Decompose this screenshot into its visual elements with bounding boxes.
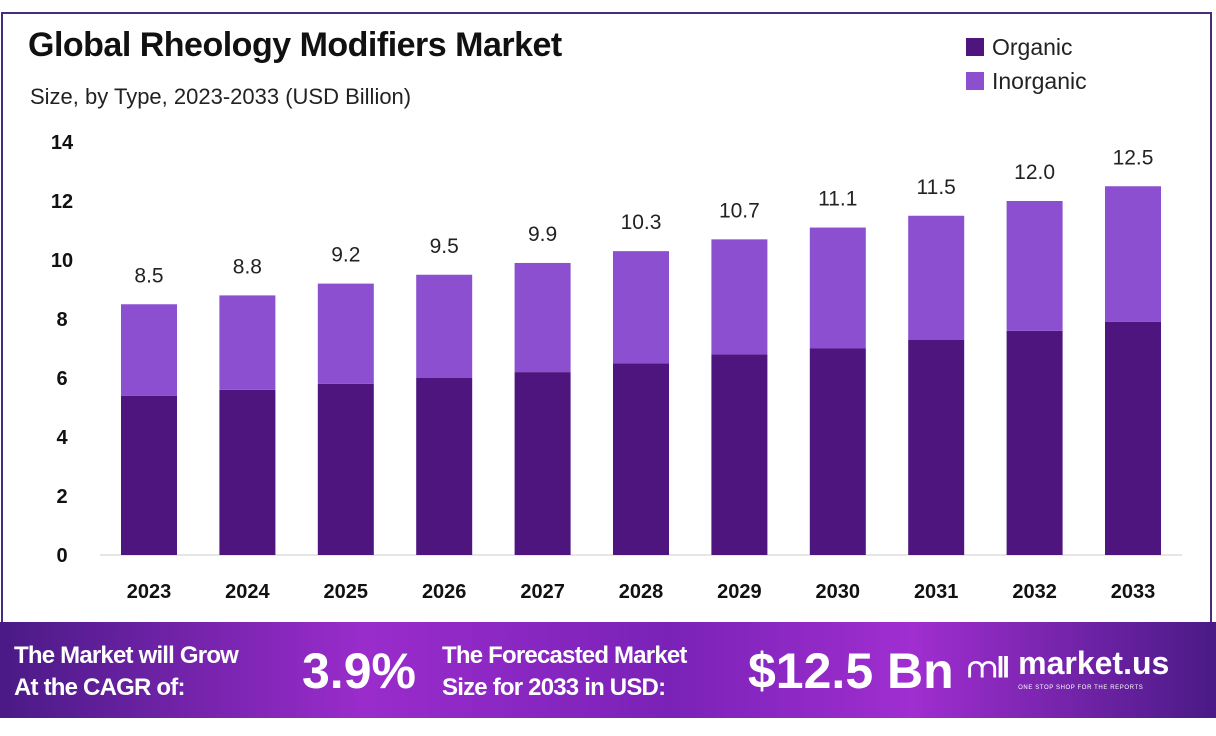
y-tick-label: 4 bbox=[56, 427, 68, 449]
data-label-2031: 11.5 bbox=[917, 176, 956, 199]
x-tick-label-2033: 2033 bbox=[1111, 581, 1156, 603]
bar-organic-2024 bbox=[219, 389, 276, 555]
bar-inorganic-2032 bbox=[1006, 201, 1063, 331]
chart-title: Global Rheology Modifiers Market bbox=[28, 26, 562, 64]
y-tick-label: 2 bbox=[56, 486, 67, 508]
forecast-label-line1: The Forecasted Market bbox=[442, 642, 687, 669]
logo-icon: ⩋Ⅱ bbox=[968, 652, 1011, 683]
x-tick-label-2025: 2025 bbox=[324, 581, 369, 603]
x-tick-label-2027: 2027 bbox=[520, 581, 565, 603]
bar-inorganic-2031 bbox=[908, 215, 965, 340]
data-label-2029: 10.7 bbox=[719, 199, 760, 222]
x-tick-label-2024: 2024 bbox=[225, 581, 270, 603]
data-label-2032: 12.0 bbox=[1014, 161, 1055, 184]
bar-organic-2033 bbox=[1105, 321, 1161, 555]
data-label-2025: 9.2 bbox=[331, 244, 360, 267]
bar-organic-2025 bbox=[317, 383, 374, 555]
x-tick-label-2032: 2032 bbox=[1012, 581, 1057, 603]
forecast-value: $12.5 Bn bbox=[748, 643, 954, 699]
bar-organic-2023 bbox=[121, 395, 177, 555]
market-us-logo: ⩋Ⅱ market.us ONE STOP SHOP FOR THE REPORT… bbox=[968, 644, 1169, 692]
footer-banner: The Market will Grow At the CAGR of: 3.9%… bbox=[0, 622, 1216, 718]
x-tick-label-2031: 2031 bbox=[914, 581, 959, 603]
logo-text: market.us bbox=[1018, 645, 1170, 681]
x-tick-label-2029: 2029 bbox=[717, 581, 762, 603]
bar-inorganic-2024 bbox=[219, 295, 276, 390]
y-tick-label: 14 bbox=[51, 132, 74, 154]
bar-inorganic-2026 bbox=[416, 274, 473, 378]
bar-organic-2027 bbox=[514, 372, 571, 555]
bar-chart: 0 2 4 6 8 10 12 14 8.5 2023 8.8 2024 9.2 2025 9.5 2026 9… bbox=[51, 132, 1182, 603]
logo-tagline: ONE STOP SHOP FOR THE REPORTS bbox=[1018, 685, 1144, 691]
forecast-label: The Forecasted Market Size for 2033 in US… bbox=[442, 640, 687, 704]
legend-label-organic: Organic bbox=[992, 33, 1073, 60]
y-tick-label: 8 bbox=[56, 309, 67, 331]
data-label-2023: 8.5 bbox=[134, 264, 163, 287]
bar-inorganic-2028 bbox=[613, 251, 669, 364]
bar-organic-2030 bbox=[809, 348, 866, 555]
data-label-2027: 9.9 bbox=[528, 223, 557, 246]
data-label-2024: 8.8 bbox=[233, 255, 262, 278]
bar-organic-2028 bbox=[613, 363, 669, 555]
bar-inorganic-2027 bbox=[514, 262, 571, 373]
legend: Organic Inorganic bbox=[966, 30, 1087, 98]
cagr-label-line1: The Market will Grow bbox=[14, 642, 239, 669]
cagr-value: 3.9% bbox=[302, 643, 416, 699]
bar-organic-2031 bbox=[908, 339, 965, 555]
data-label-2028: 10.3 bbox=[621, 211, 662, 234]
y-tick-label: 0 bbox=[56, 545, 67, 567]
legend-swatch-inorganic bbox=[966, 72, 984, 90]
chart-frame bbox=[1, 12, 1212, 718]
data-label-2033: 12.5 bbox=[1113, 146, 1154, 169]
x-tick-label-2028: 2028 bbox=[619, 581, 664, 603]
y-tick-label: 10 bbox=[51, 250, 73, 272]
cagr-label-line2: At the CAGR of: bbox=[14, 674, 185, 701]
bar-organic-2026 bbox=[416, 378, 473, 555]
bar-inorganic-2030 bbox=[809, 227, 866, 349]
legend-swatch-organic bbox=[966, 38, 984, 56]
data-label-2026: 9.5 bbox=[430, 235, 459, 258]
forecast-label-line2: Size for 2033 in USD: bbox=[442, 674, 666, 701]
x-tick-label-2030: 2030 bbox=[816, 581, 861, 603]
chart-subtitle: Size, by Type, 2023-2033 (USD Billion) bbox=[30, 84, 412, 109]
legend-item-inorganic: Inorganic bbox=[966, 64, 1087, 98]
cagr-label: The Market will Grow At the CAGR of: bbox=[14, 640, 239, 704]
bar-organic-2032 bbox=[1006, 330, 1063, 555]
legend-item-organic: Organic bbox=[966, 30, 1087, 64]
x-tick-label-2026: 2026 bbox=[422, 581, 467, 603]
y-tick-label: 12 bbox=[51, 191, 73, 213]
bar-inorganic-2023 bbox=[121, 304, 177, 396]
bar-inorganic-2029 bbox=[711, 239, 768, 355]
legend-label-inorganic: Inorganic bbox=[992, 67, 1087, 94]
x-tick-label-2023: 2023 bbox=[127, 581, 172, 603]
bar-inorganic-2025 bbox=[317, 283, 374, 384]
data-label-2030: 11.1 bbox=[818, 188, 857, 211]
y-tick-label: 6 bbox=[56, 368, 67, 390]
bar-inorganic-2033 bbox=[1105, 186, 1161, 322]
bar-organic-2029 bbox=[711, 354, 768, 555]
